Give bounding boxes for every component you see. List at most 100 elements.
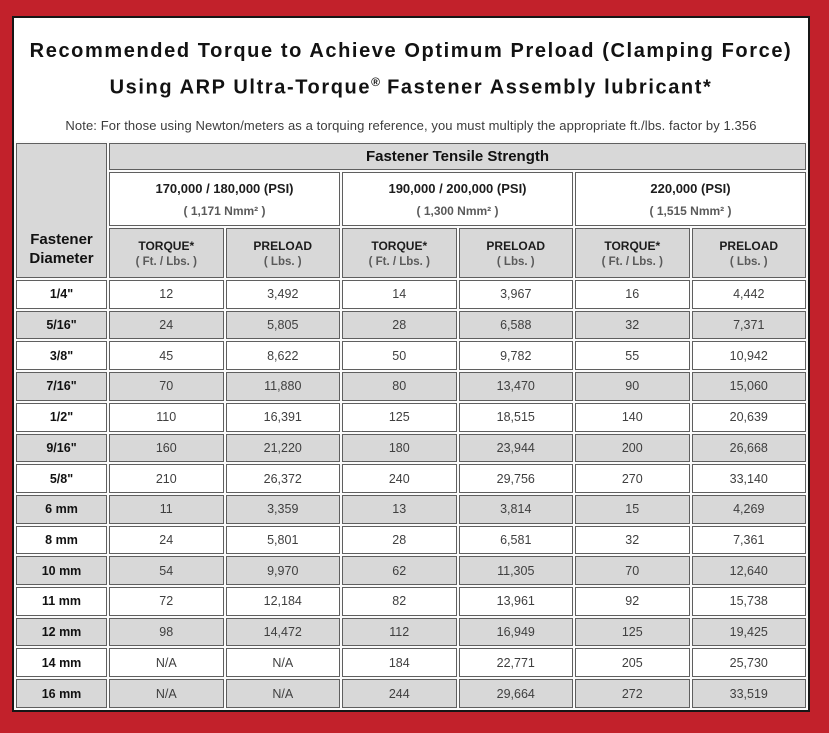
torque-value: 140 [575, 402, 690, 432]
content-panel: Recommended Torque to Achieve Optimum Pr… [12, 16, 810, 712]
preload-value: 8,622 [225, 341, 340, 371]
torque-value: 125 [342, 402, 457, 432]
torque-value: 11 [109, 494, 224, 524]
torque-value: 24 [109, 310, 224, 340]
preload-value: 6,581 [458, 525, 573, 555]
preload-value: 26,372 [225, 464, 340, 493]
nmm-label: ( 1,515 Nmm² ) [649, 203, 732, 218]
torque-value: 14 [342, 280, 457, 309]
preload-value: 15,060 [691, 372, 806, 401]
row-diameter: 11 mm [16, 587, 107, 616]
torque-value: 92 [575, 587, 690, 616]
torque-value: 24 [109, 525, 224, 555]
row-diameter: 10 mm [16, 556, 107, 586]
torque-value: 270 [575, 464, 690, 493]
diameter-column-header: Fastener Diameter [16, 143, 107, 278]
torque-value: 15 [575, 494, 690, 524]
preload-value: 9,970 [225, 556, 340, 586]
row-diameter: 7/16" [16, 372, 107, 401]
preload-value: 3,359 [225, 494, 340, 524]
preload-value: 3,967 [458, 280, 573, 309]
torque-value: 12 [109, 280, 224, 309]
preload-units: ( Lbs. ) [263, 255, 302, 268]
preload-value: N/A [225, 648, 340, 678]
header-row-psi: 170,000 / 180,000 (PSI) ( 1,171 Nmm² ) 1… [16, 172, 806, 226]
preload-value: 6,588 [458, 310, 573, 340]
torque-value: N/A [109, 679, 224, 708]
torque-value: 112 [342, 617, 457, 647]
torque-label: TORQUE* [138, 238, 195, 253]
preload-label: PRELOAD [253, 238, 313, 253]
preload-label: PRELOAD [719, 238, 779, 253]
preload-value: 33,140 [691, 464, 806, 493]
preload-value: N/A [225, 679, 340, 708]
torque-column-header: TORQUE* ( Ft. / Lbs. ) [342, 228, 457, 278]
preload-value: 33,519 [691, 679, 806, 708]
torque-value: 98 [109, 617, 224, 647]
torque-column-header: TORQUE* ( Ft. / Lbs. ) [109, 228, 224, 278]
diameter-header-line2: Diameter [29, 250, 94, 267]
torque-value: 200 [575, 433, 690, 463]
torque-value: 72 [109, 587, 224, 616]
table-row: 1/4" 12 3,492 14 3,967 16 4,442 [16, 280, 806, 309]
torque-value: 45 [109, 341, 224, 371]
row-diameter: 5/8" [16, 464, 107, 493]
table-row: 16 mm N/A N/A 244 29,664 272 33,519 [16, 679, 806, 708]
preload-units: ( Lbs. ) [729, 255, 768, 268]
preload-value: 23,944 [458, 433, 573, 463]
table-row: 5/8" 210 26,372 240 29,756 270 33,140 [16, 464, 806, 493]
nmm-label: ( 1,171 Nmm² ) [183, 203, 266, 218]
note-text: Note: For those using Newton/meters as a… [65, 117, 757, 133]
preload-value: 16,391 [225, 402, 340, 432]
torque-value: 90 [575, 372, 690, 401]
preload-value: 25,730 [691, 648, 806, 678]
torque-value: 13 [342, 494, 457, 524]
preload-value: 26,668 [691, 433, 806, 463]
torque-value: 210 [109, 464, 224, 493]
torque-value: 55 [575, 341, 690, 371]
torque-value: 70 [109, 372, 224, 401]
row-diameter: 9/16" [16, 433, 107, 463]
table-row: 7/16" 70 11,880 80 13,470 90 15,060 [16, 372, 806, 401]
preload-value: 15,738 [691, 587, 806, 616]
row-diameter: 16 mm [16, 679, 107, 708]
registered-trademark-symbol: ® [371, 75, 380, 89]
page-title-line-2: Using ARP Ultra-Torque® Fastener Assembl… [14, 67, 808, 104]
torque-value: 110 [109, 402, 224, 432]
table-row: 3/8" 45 8,622 50 9,782 55 10,942 [16, 341, 806, 371]
torque-value: 125 [575, 617, 690, 647]
torque-table: Fastener Diameter Fastener Tensile Stren… [14, 141, 808, 710]
preload-value: 5,801 [225, 525, 340, 555]
row-diameter: 8 mm [16, 525, 107, 555]
preload-value: 12,640 [691, 556, 806, 586]
torque-column-header: TORQUE* ( Ft. / Lbs. ) [575, 228, 690, 278]
table-row: 11 mm 72 12,184 82 13,961 92 15,738 [16, 587, 806, 616]
table-row: 8 mm 24 5,801 28 6,581 32 7,361 [16, 525, 806, 555]
preload-value: 18,515 [458, 402, 573, 432]
nmm-label: ( 1,300 Nmm² ) [416, 203, 499, 218]
table-row: 9/16" 160 21,220 180 23,944 200 26,668 [16, 433, 806, 463]
preload-value: 19,425 [691, 617, 806, 647]
preload-value: 14,472 [225, 617, 340, 647]
preload-value: 4,269 [691, 494, 806, 524]
psi-label: 170,000 / 180,000 (PSI) [155, 180, 294, 196]
torque-value: 160 [109, 433, 224, 463]
torque-value: 16 [575, 280, 690, 309]
psi-group-220: 220,000 (PSI) ( 1,515 Nmm² ) [575, 172, 806, 226]
preload-value: 21,220 [225, 433, 340, 463]
torque-value: 205 [575, 648, 690, 678]
preload-value: 7,361 [691, 525, 806, 555]
torque-label: TORQUE* [371, 238, 428, 253]
psi-group-190-200: 190,000 / 200,000 (PSI) ( 1,300 Nmm² ) [342, 172, 573, 226]
header-row-tensile: Fastener Diameter Fastener Tensile Stren… [16, 143, 806, 278]
preload-value: 11,880 [225, 372, 340, 401]
preload-value: 5,805 [225, 310, 340, 340]
preload-column-header: PRELOAD ( Lbs. ) [691, 228, 806, 278]
torque-value: 28 [342, 525, 457, 555]
torque-label: TORQUE* [604, 238, 661, 253]
preload-value: 4,442 [691, 280, 806, 309]
table-row: 12 mm 98 14,472 112 16,949 125 19,425 [16, 617, 806, 647]
title-line2-text: Using ARP Ultra-Torque [109, 76, 372, 99]
preload-value: 3,814 [458, 494, 573, 524]
row-diameter: 1/4" [16, 280, 107, 309]
